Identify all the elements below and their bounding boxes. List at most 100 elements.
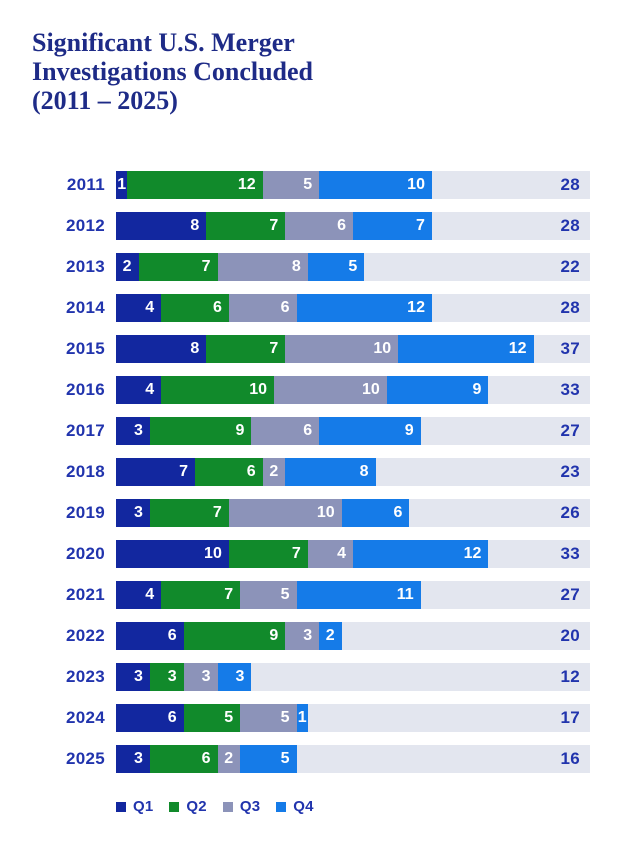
year-label: 2014 bbox=[65, 298, 105, 317]
chart-row: 2013 2 7 8 5 22 bbox=[32, 253, 590, 281]
segment-value: 4 bbox=[145, 381, 155, 398]
bar-segment-q2: 6 bbox=[194, 458, 263, 486]
chart-row: 2011 1 12 5 10 28 bbox=[32, 171, 590, 199]
segment-value: 1 bbox=[297, 709, 307, 726]
segment-value: 12 bbox=[407, 299, 425, 316]
year-label: 2025 bbox=[65, 749, 105, 768]
legend-swatch-icon bbox=[222, 801, 233, 812]
segment-value: 6 bbox=[167, 627, 177, 644]
bar-segment-q1: 8 bbox=[116, 212, 207, 240]
legend-swatch-icon bbox=[276, 801, 287, 812]
chart-legend: Q1 Q2 Q3 Q4 bbox=[116, 798, 625, 815]
segment-value: 10 bbox=[249, 381, 267, 398]
bar-track: 4 7 5 11 27 bbox=[116, 581, 590, 609]
legend-label: Q2 bbox=[186, 798, 207, 815]
total-label: 20 bbox=[560, 626, 580, 645]
bar-segment-q4: 10 bbox=[319, 171, 432, 199]
bar-segment-q1: 3 bbox=[116, 417, 150, 445]
bar-track: 6 9 3 2 20 bbox=[116, 622, 590, 650]
year-label: 2021 bbox=[65, 585, 105, 604]
year-label: 2024 bbox=[65, 708, 105, 727]
year-label: 2011 bbox=[66, 175, 105, 194]
segment-value: 3 bbox=[201, 668, 211, 685]
segment-value: 10 bbox=[362, 381, 380, 398]
year-label: 2020 bbox=[65, 544, 105, 563]
bar-segment-q4: 12 bbox=[352, 540, 489, 568]
year-label: 2019 bbox=[65, 503, 105, 522]
legend-item-q2: Q2 bbox=[169, 798, 207, 815]
segment-value: 8 bbox=[190, 340, 200, 357]
bar-segment-q2: 7 bbox=[228, 540, 308, 568]
bar-segment-q3: 6 bbox=[228, 294, 297, 322]
bar-segment-q2: 3 bbox=[149, 663, 184, 691]
bar-segment-q1: 10 bbox=[116, 540, 229, 568]
segment-value: 7 bbox=[179, 463, 188, 480]
chart-row: 2015 8 7 10 12 37 bbox=[32, 335, 590, 363]
total-label: 12 bbox=[560, 667, 580, 686]
segment-value: 5 bbox=[303, 176, 313, 193]
chart-row: 2014 4 6 6 12 28 bbox=[32, 294, 590, 322]
chart-row: 2022 6 9 3 2 20 bbox=[32, 622, 590, 650]
bar-segment-q2: 5 bbox=[183, 704, 241, 732]
bar-segment-q3: 10 bbox=[273, 376, 387, 404]
bar-segment-q1: 3 bbox=[116, 499, 150, 527]
chart: 2011 1 12 5 10 28 2012 8 7 6 7 28 2013 2 7 8 5 22 2014 4 6 6 1… bbox=[32, 171, 590, 773]
bar-segment-q1: 3 bbox=[116, 663, 150, 691]
bar-segment-q4: 8 bbox=[285, 458, 376, 486]
chart-row: 2017 3 9 6 9 27 bbox=[32, 417, 590, 445]
year-label: 2013 bbox=[65, 257, 105, 276]
total-label: 27 bbox=[560, 585, 580, 604]
segment-value: 9 bbox=[269, 627, 279, 644]
segment-value: 5 bbox=[224, 709, 234, 726]
segment-value: 2 bbox=[122, 258, 132, 275]
segment-value: 10 bbox=[373, 340, 392, 357]
segment-value: 7 bbox=[201, 258, 211, 275]
bar-segment-q1: 6 bbox=[116, 622, 184, 650]
year-label: 2012 bbox=[65, 216, 105, 235]
bar-segment-q4: 12 bbox=[398, 335, 534, 363]
bar-segment-q1: 6 bbox=[116, 704, 184, 732]
segment-value: 9 bbox=[472, 381, 482, 398]
total-label: 33 bbox=[560, 380, 580, 399]
bar-segment-q3: 10 bbox=[285, 335, 399, 363]
bar-segment-q3: 2 bbox=[217, 745, 241, 773]
total-label: 28 bbox=[560, 175, 580, 194]
bar-segment-q3: 6 bbox=[285, 212, 353, 240]
bar-track: 4 6 6 12 28 bbox=[116, 294, 590, 322]
chart-row: 2019 3 7 10 6 26 bbox=[32, 499, 590, 527]
total-label: 28 bbox=[560, 216, 580, 235]
page: { "title": { "line1": "Significant U.S. … bbox=[0, 28, 625, 861]
bar-segment-q4: 5 bbox=[240, 745, 297, 773]
bar-segment-q1: 4 bbox=[116, 294, 162, 322]
chart-row: 2024 6 5 5 1 17 bbox=[32, 704, 590, 732]
total-label: 22 bbox=[560, 257, 580, 276]
bar-track: 8 7 10 12 37 bbox=[116, 335, 590, 363]
legend-item-q1: Q1 bbox=[116, 798, 153, 815]
bar-segment-q4: 9 bbox=[319, 417, 421, 445]
total-label: 33 bbox=[560, 544, 580, 563]
bar-segment-q2: 7 bbox=[206, 212, 286, 240]
bar-segment-q1: 3 bbox=[116, 745, 150, 773]
segment-value: 7 bbox=[416, 217, 425, 234]
bar-segment-q4: 12 bbox=[296, 294, 432, 322]
segment-value: 12 bbox=[508, 340, 527, 357]
bar-segment-q3: 3 bbox=[183, 663, 218, 691]
segment-value: 7 bbox=[291, 545, 301, 562]
year-label: 2016 bbox=[65, 380, 105, 399]
page-title-line-3: (2011 – 2025) bbox=[32, 86, 178, 115]
segment-value: 6 bbox=[280, 299, 290, 316]
bar-track: 2 7 8 5 22 bbox=[116, 253, 590, 281]
bar-segment-q1: 4 bbox=[116, 376, 162, 404]
bar-segment-q3: 5 bbox=[262, 171, 320, 199]
legend-label: Q3 bbox=[239, 798, 261, 815]
total-label: 26 bbox=[560, 503, 580, 522]
segment-value: 3 bbox=[303, 627, 313, 644]
year-label: 2023 bbox=[65, 667, 105, 686]
bar-segment-q4: 2 bbox=[319, 622, 342, 650]
segment-value: 6 bbox=[201, 750, 211, 767]
bar-track: 7 6 2 8 23 bbox=[116, 458, 590, 486]
segment-value: 7 bbox=[224, 586, 234, 603]
segment-value: 3 bbox=[133, 504, 143, 521]
bar-segment-q2: 7 bbox=[138, 253, 218, 281]
legend-label: Q1 bbox=[133, 798, 154, 815]
